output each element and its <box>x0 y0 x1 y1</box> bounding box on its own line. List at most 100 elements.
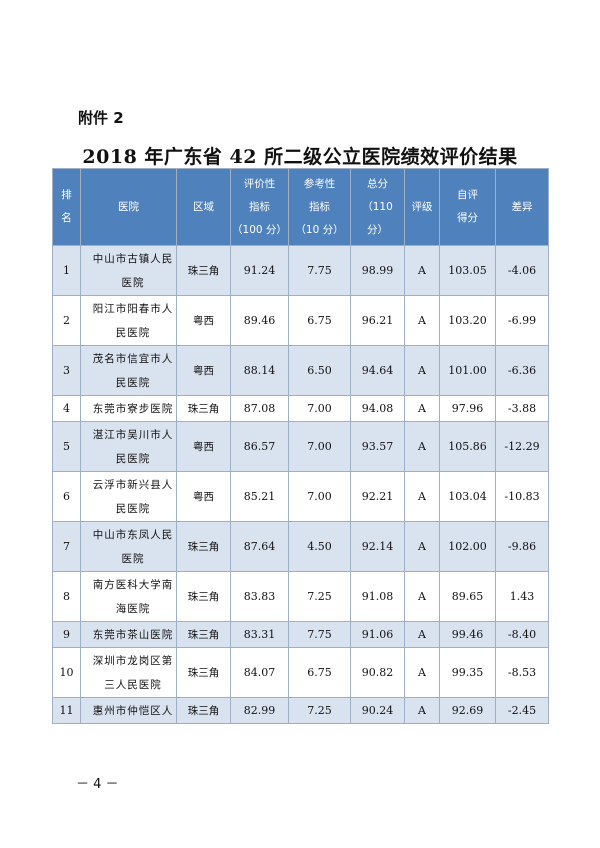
ref-cell: 7.75 <box>288 245 351 296</box>
eval-cell: 83.83 <box>230 571 289 622</box>
hospital-cell: 云浮市新兴县人 民医院 <box>80 471 177 522</box>
self-cell: 99.46 <box>439 621 496 648</box>
table-row: 8 南方医科大学南 海医院 珠三角 83.83 7.25 91.08 A 89.65 1.43 <box>52 571 549 622</box>
total-cell: 92.14 <box>350 521 405 572</box>
table-row: 4 东莞市寮步医院 珠三角 87.08 7.00 94.08 A 97.96 -3.88 <box>52 395 549 422</box>
self-cell: 89.65 <box>439 571 496 622</box>
rank-cell: 8 <box>52 571 81 622</box>
region-cell: 粤西 <box>176 345 231 396</box>
grade-cell: A <box>404 621 440 648</box>
diff-cell: -6.36 <box>495 345 549 396</box>
hospital-name-line: 民医院 <box>115 452 151 465</box>
hospital-name-line: 中山市东凤人民 <box>92 528 174 541</box>
eval-cell: 83.31 <box>230 621 289 648</box>
region-cell: 珠三角 <box>176 697 231 724</box>
rank-cell: 7 <box>52 521 81 572</box>
eval-cell: 86.57 <box>230 421 289 472</box>
table-row: 2 阳江市阳春市人 民医院 粤西 89.46 6.75 96.21 A 103.20 -6.99 <box>52 295 549 346</box>
grade-cell: A <box>404 521 440 572</box>
region-cell: 珠三角 <box>176 395 231 422</box>
self-cell: 97.96 <box>439 395 496 422</box>
grade-cell: A <box>404 571 440 622</box>
eval-cell: 88.14 <box>230 345 289 396</box>
hospital-cell: 阳江市阳春市人 民医院 <box>80 295 177 346</box>
table-row: 5 湛江市吴川市人 民医院 粤西 86.57 7.00 93.57 A 105.86 -12.29 <box>52 421 549 472</box>
hospital-cell: 中山市东凤人民 医院 <box>80 521 177 572</box>
diff-cell: -12.29 <box>495 421 549 472</box>
ref-cell: 6.75 <box>288 647 351 698</box>
hospital-name-line: 医院 <box>121 552 145 565</box>
region-cell: 珠三角 <box>176 621 231 648</box>
total-cell: 90.82 <box>350 647 405 698</box>
hospital-name-line: 医院 <box>121 276 145 289</box>
region-cell: 珠三角 <box>176 245 231 296</box>
table-row: 11 惠州市仲恺区人 珠三角 82.99 7.25 90.24 A 92.69 -2.45 <box>52 697 549 724</box>
page-number: － 4 － <box>76 777 119 792</box>
ref-cell: 7.25 <box>288 571 351 622</box>
diff-cell: -10.83 <box>495 471 549 522</box>
header-grade: 评级 <box>404 168 440 246</box>
header-rank: 排名 <box>52 168 81 246</box>
region-cell: 珠三角 <box>176 647 231 698</box>
eval-cell: 91.24 <box>230 245 289 296</box>
total-cell: 90.24 <box>350 697 405 724</box>
region-cell: 粤西 <box>176 295 231 346</box>
header-hospital: 医院 <box>80 168 177 246</box>
total-cell: 96.21 <box>350 295 405 346</box>
hospital-name-line: 云浮市新兴县人 <box>92 478 174 491</box>
hospital-name-line: 民医院 <box>115 502 151 515</box>
ref-cell: 6.75 <box>288 295 351 346</box>
region-cell: 珠三角 <box>176 521 231 572</box>
hospital-name-line: 民医院 <box>115 376 151 389</box>
hospital-cell: 东莞市茶山医院 <box>80 621 177 648</box>
header-diff: 差异 <box>495 168 549 246</box>
grade-cell: A <box>404 697 440 724</box>
diff-cell: -8.53 <box>495 647 549 698</box>
ref-cell: 6.50 <box>288 345 351 396</box>
hospital-name-line: 中山市古镇人民 <box>92 252 174 265</box>
rank-cell: 6 <box>52 471 81 522</box>
hospital-cell: 南方医科大学南 海医院 <box>80 571 177 622</box>
grade-cell: A <box>404 345 440 396</box>
grade-cell: A <box>404 647 440 698</box>
eval-cell: 84.07 <box>230 647 289 698</box>
hospital-cell: 惠州市仲恺区人 <box>80 697 177 724</box>
hospital-cell: 深圳市龙岗区第 三人民医院 <box>80 647 177 698</box>
eval-cell: 87.08 <box>230 395 289 422</box>
page-title: 2018 年广东省 42 所二级公立医院绩效评价结果 <box>82 146 518 168</box>
header-row: 排名 医院 区域 评价性 指标 （100 分） 参考性 指标 （10 分） 总分 （110… <box>52 168 549 246</box>
ref-cell: 7.00 <box>288 395 351 422</box>
table-row: 6 云浮市新兴县人 民医院 粤西 85.21 7.00 92.21 A 103.04 -10.83 <box>52 471 549 522</box>
grade-cell: A <box>404 245 440 296</box>
hospital-name-line: 湛江市吴川市人 <box>92 428 174 441</box>
rank-cell: 9 <box>52 621 81 648</box>
eval-cell: 89.46 <box>230 295 289 346</box>
table-row: 9 东莞市茶山医院 珠三角 83.31 7.75 91.06 A 99.46 -8.40 <box>52 621 549 648</box>
self-cell: 99.35 <box>439 647 496 698</box>
ref-cell: 4.50 <box>288 521 351 572</box>
diff-cell: -2.45 <box>495 697 549 724</box>
attachment-label: 附件 2 <box>78 109 124 127</box>
hospital-name-line: 深圳市龙岗区第 <box>92 654 174 667</box>
total-cell: 92.21 <box>350 471 405 522</box>
hospital-name-line: 东莞市茶山医院 <box>92 628 174 641</box>
hospital-cell: 湛江市吴川市人 民医院 <box>80 421 177 472</box>
table-row: 1 中山市古镇人民 医院 珠三角 91.24 7.75 98.99 A 103.05 -4.06 <box>52 245 549 296</box>
diff-cell: -3.88 <box>495 395 549 422</box>
rank-cell: 1 <box>52 245 81 296</box>
eval-cell: 82.99 <box>230 697 289 724</box>
rank-cell: 4 <box>52 395 81 422</box>
self-cell: 103.04 <box>439 471 496 522</box>
hospital-name-line: 南方医科大学南 <box>92 578 174 591</box>
region-cell: 珠三角 <box>176 571 231 622</box>
ref-cell: 7.75 <box>288 621 351 648</box>
total-cell: 91.06 <box>350 621 405 648</box>
header-eval-index: 评价性 指标 （100 分） <box>230 168 289 246</box>
eval-cell: 87.64 <box>230 521 289 572</box>
rank-cell: 11 <box>52 697 81 724</box>
self-cell: 103.05 <box>439 245 496 296</box>
self-cell: 102.00 <box>439 521 496 572</box>
rank-cell: 3 <box>52 345 81 396</box>
self-cell: 105.86 <box>439 421 496 472</box>
grade-cell: A <box>404 295 440 346</box>
